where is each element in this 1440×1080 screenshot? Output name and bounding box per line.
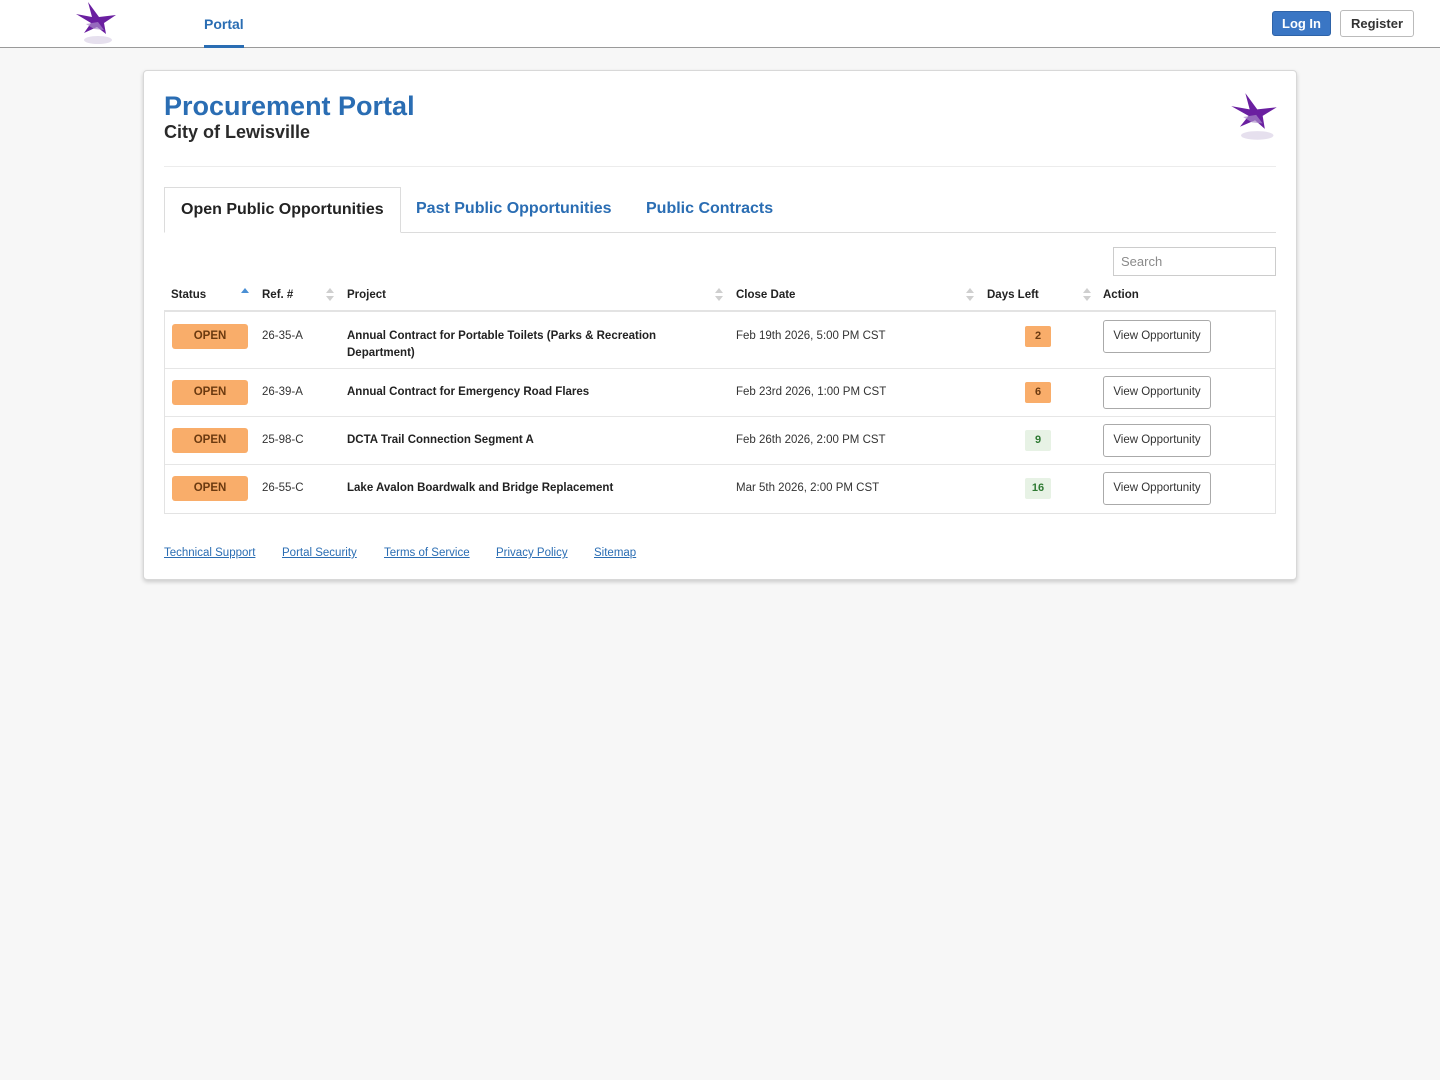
page-title: Procurement Portal xyxy=(164,91,415,121)
nav-tab-portal[interactable]: Portal xyxy=(204,0,244,48)
view-opportunity-button[interactable]: View Opportunity xyxy=(1103,376,1211,409)
status-badge: OPEN xyxy=(172,476,248,501)
bird-logo-icon xyxy=(1231,93,1277,140)
link-portal-security[interactable]: Portal Security xyxy=(282,547,357,559)
days-left-badge: 9 xyxy=(1025,430,1051,451)
project-name: Annual Contract for Emergency Road Flare… xyxy=(347,386,590,398)
column-header-days-left[interactable]: Days Left xyxy=(987,289,1039,301)
close-date: Feb 26th 2026, 2:00 PM CST xyxy=(736,434,886,446)
bird-logo-icon[interactable] xyxy=(72,0,120,48)
close-date: Feb 19th 2026, 5:00 PM CST xyxy=(736,330,886,342)
login-button[interactable]: Log In xyxy=(1272,11,1331,36)
close-date: Mar 5th 2026, 2:00 PM CST xyxy=(736,482,880,494)
column-header-project[interactable]: Project xyxy=(347,289,386,301)
portal-card: Procurement Portal City of Lewisville Op… xyxy=(143,70,1297,580)
table-header: Status Ref. # Project Close Date Days Le… xyxy=(164,281,1276,312)
view-opportunity-button[interactable]: View Opportunity xyxy=(1103,472,1211,505)
status-badge: OPEN xyxy=(172,324,248,349)
column-header-ref[interactable]: Ref. # xyxy=(262,289,294,301)
tab-public-contracts[interactable]: Public Contracts xyxy=(646,200,774,217)
project-name: DCTA Trail Connection Segment A xyxy=(347,434,534,446)
view-opportunity-button[interactable]: View Opportunity xyxy=(1103,320,1211,353)
days-left-badge: 2 xyxy=(1025,326,1051,347)
tab-open-public-opportunities[interactable]: Open Public Opportunities xyxy=(164,187,401,233)
sort-ascending-icon[interactable] xyxy=(241,288,249,302)
days-left-badge: 6 xyxy=(1025,382,1051,403)
sort-icon[interactable] xyxy=(715,288,723,302)
ref-number: 25-98-C xyxy=(262,434,304,446)
project-name: Annual Contract for Portable Toilets (Pa… xyxy=(347,330,657,359)
view-opportunity-button[interactable]: View Opportunity xyxy=(1103,424,1211,457)
sort-icon[interactable] xyxy=(1083,288,1091,302)
nav-tab-portal-label: Portal xyxy=(204,16,244,32)
table-row: OPEN 26-55-C Lake Avalon Boardwalk and B… xyxy=(165,465,1275,513)
link-terms-of-service[interactable]: Terms of Service xyxy=(384,547,470,559)
status-badge: OPEN xyxy=(172,428,248,453)
table-row: OPEN 26-39-A Annual Contract for Emergen… xyxy=(165,369,1275,417)
link-sitemap[interactable]: Sitemap xyxy=(594,547,637,559)
page-subtitle: City of Lewisville xyxy=(164,122,311,142)
column-header-action: Action xyxy=(1103,289,1139,301)
column-header-status[interactable]: Status xyxy=(171,289,207,301)
days-left-badge: 16 xyxy=(1025,478,1051,499)
search-input[interactable] xyxy=(1113,247,1276,276)
table-row: OPEN 25-98-C DCTA Trail Connection Segme… xyxy=(165,417,1275,465)
sort-icon[interactable] xyxy=(966,288,974,302)
link-privacy-policy[interactable]: Privacy Policy xyxy=(496,547,568,559)
opportunities-table: OPEN 26-35-A Annual Contract for Portabl… xyxy=(164,312,1276,514)
tab-past-public-opportunities[interactable]: Past Public Opportunities xyxy=(416,200,612,217)
link-technical-support[interactable]: Technical Support xyxy=(164,547,256,559)
ref-number: 26-55-C xyxy=(262,482,304,494)
status-badge: OPEN xyxy=(172,380,248,405)
column-header-close-date[interactable]: Close Date xyxy=(736,289,796,301)
nav-tab-active-indicator xyxy=(204,45,244,48)
ref-number: 26-35-A xyxy=(262,330,303,342)
sort-icon[interactable] xyxy=(326,288,334,302)
header-divider xyxy=(164,166,1276,167)
close-date: Feb 23rd 2026, 1:00 PM CST xyxy=(736,386,887,398)
top-navbar: Portal Log In Register xyxy=(0,0,1440,48)
table-row: OPEN 26-35-A Annual Contract for Portabl… xyxy=(165,312,1275,369)
ref-number: 26-39-A xyxy=(262,386,303,398)
opportunity-tabs: Open Public Opportunities Past Public Op… xyxy=(164,187,1276,233)
register-button[interactable]: Register xyxy=(1340,10,1414,37)
project-name: Lake Avalon Boardwalk and Bridge Replace… xyxy=(347,482,614,494)
